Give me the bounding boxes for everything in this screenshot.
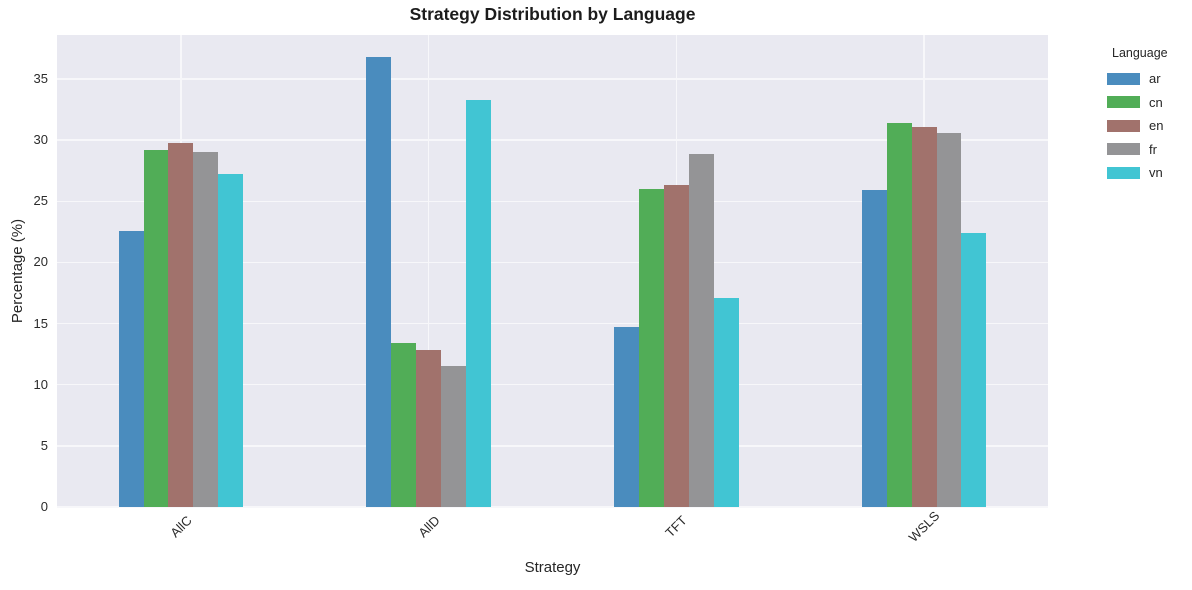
- bar-ar-WSLS: [861, 190, 887, 507]
- bar-cn-AllD: [391, 343, 417, 507]
- bar-en-AllD: [416, 350, 442, 507]
- h-gridline: [57, 261, 1048, 264]
- y-axis-label: Percentage (%): [9, 218, 26, 324]
- legend-swatch-en: [1107, 119, 1140, 132]
- y-tick-label: 35: [33, 71, 48, 87]
- legend-entry-cn: cn: [1107, 91, 1168, 115]
- bar-cn-TFT: [639, 189, 664, 507]
- legend-entry-ar: ar: [1107, 67, 1168, 91]
- bar-vn-AllC: [218, 174, 244, 507]
- y-tick-label: 0: [40, 499, 48, 514]
- bar-vn-TFT: [713, 297, 739, 507]
- legend-label-ar: ar: [1149, 71, 1161, 87]
- bar-fr-AllD: [441, 366, 466, 507]
- x-axis-label: Strategy: [524, 559, 581, 576]
- h-gridline: [57, 78, 1048, 80]
- legend-label-fr: fr: [1149, 141, 1157, 157]
- h-gridline: [57, 506, 1048, 508]
- legend-title: Language: [1112, 46, 1168, 60]
- bar-fr-WSLS: [936, 132, 962, 507]
- y-tick-label: 15: [33, 315, 48, 331]
- h-gridline: [57, 200, 1048, 203]
- legend-label-cn: cn: [1149, 94, 1163, 110]
- legend-swatch-fr: [1107, 143, 1140, 156]
- legend-entry-fr: fr: [1107, 138, 1168, 162]
- legend-swatch-vn: [1107, 166, 1140, 179]
- legend-label-en: en: [1149, 118, 1164, 134]
- bar-en-TFT: [663, 185, 689, 507]
- h-gridline: [57, 139, 1048, 141]
- y-tick-label: 30: [33, 132, 48, 148]
- h-gridline: [57, 322, 1048, 325]
- y-tick-label: 5: [40, 437, 48, 453]
- legend-entry-en: en: [1107, 114, 1168, 138]
- bar-vn-AllD: [465, 99, 491, 507]
- v-gridline: [427, 35, 430, 507]
- legend-swatch-cn: [1107, 96, 1140, 109]
- legend-entries: ar cn en fr vn: [1107, 67, 1168, 185]
- legend-entry-vn: vn: [1107, 161, 1168, 185]
- legend: Language ar cn en fr vn: [1107, 46, 1168, 185]
- legend-label-vn: vn: [1149, 165, 1163, 181]
- bar-ar-AllC: [118, 230, 144, 507]
- plot-area: [57, 35, 1048, 508]
- bar-vn-WSLS: [961, 233, 987, 507]
- chart-title: Strategy Distribution by Language: [409, 4, 696, 24]
- bar-ar-AllD: [366, 57, 392, 507]
- bar-cn-AllC: [143, 149, 169, 507]
- y-tick-label: 10: [33, 376, 48, 392]
- bar-ar-TFT: [614, 327, 640, 507]
- h-gridline: [57, 445, 1048, 447]
- bar-en-WSLS: [911, 126, 937, 507]
- bar-fr-TFT: [688, 153, 714, 507]
- h-gridline: [57, 383, 1048, 386]
- y-tick-label: 25: [33, 193, 48, 209]
- bar-fr-AllC: [193, 152, 219, 507]
- legend-swatch-ar: [1107, 72, 1140, 85]
- bar-cn-WSLS: [886, 123, 912, 507]
- y-tick-label: 20: [33, 254, 48, 270]
- bar-en-AllC: [168, 142, 194, 507]
